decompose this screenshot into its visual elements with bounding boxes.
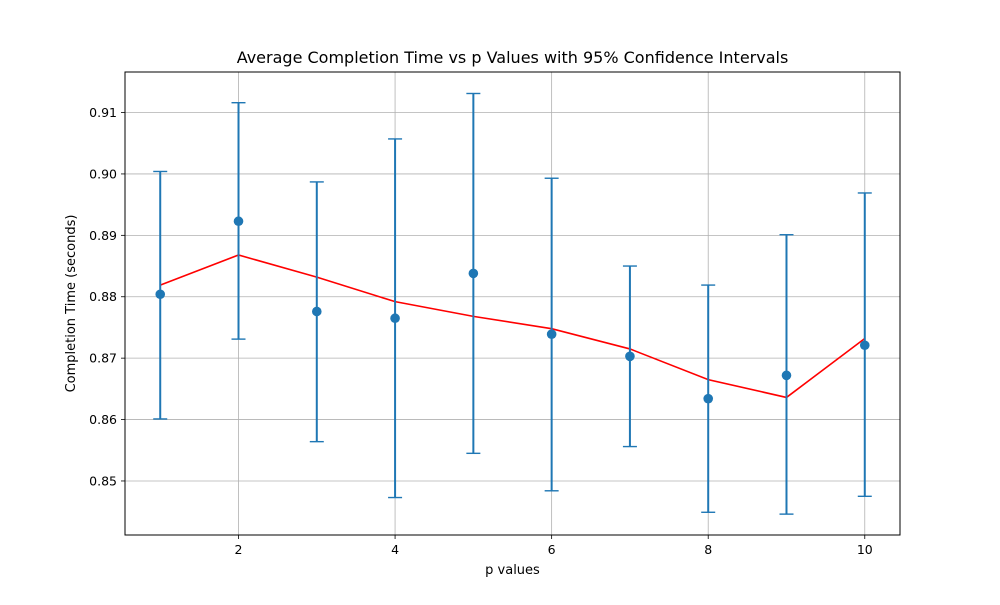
axes-frame: [124, 71, 901, 536]
data-point: [233, 216, 244, 227]
y-tick-label: 0.89: [89, 228, 117, 243]
x-axis-label: p values: [485, 563, 540, 578]
data-point: [546, 329, 557, 340]
y-tick-label: 0.91: [89, 105, 117, 120]
y-tick-label: 0.90: [89, 166, 117, 181]
x-tick-label: 2: [235, 542, 243, 557]
x-tick-label: 10: [857, 542, 873, 557]
x-tick-label: 4: [391, 542, 399, 557]
y-axis-label: Completion Time (seconds): [64, 215, 79, 393]
data-point: [625, 351, 635, 362]
data-point: [390, 313, 400, 324]
chart-title: Average Completion Time vs p Values with…: [237, 48, 789, 67]
y-tick-label: 0.87: [89, 351, 117, 366]
y-tick-label: 0.88: [89, 289, 117, 304]
y-tick-label: 0.86: [89, 412, 117, 427]
x-axis: 2 4 6 8 10: [235, 535, 873, 557]
data-point: [781, 370, 792, 381]
data-point: [859, 340, 870, 351]
data-point: [703, 393, 714, 404]
data-point: [311, 306, 322, 317]
y-tick-label: 0.85: [89, 473, 117, 488]
data-point: [155, 289, 166, 300]
plot-area: [153, 92, 872, 515]
data-point: [468, 268, 479, 279]
x-tick-label: 6: [548, 542, 556, 557]
y-axis: 0.85 0.86 0.87 0.88 0.89 0.90 0.91: [89, 105, 125, 488]
x-tick-label: 8: [704, 542, 712, 557]
trend-line: [159, 254, 866, 399]
